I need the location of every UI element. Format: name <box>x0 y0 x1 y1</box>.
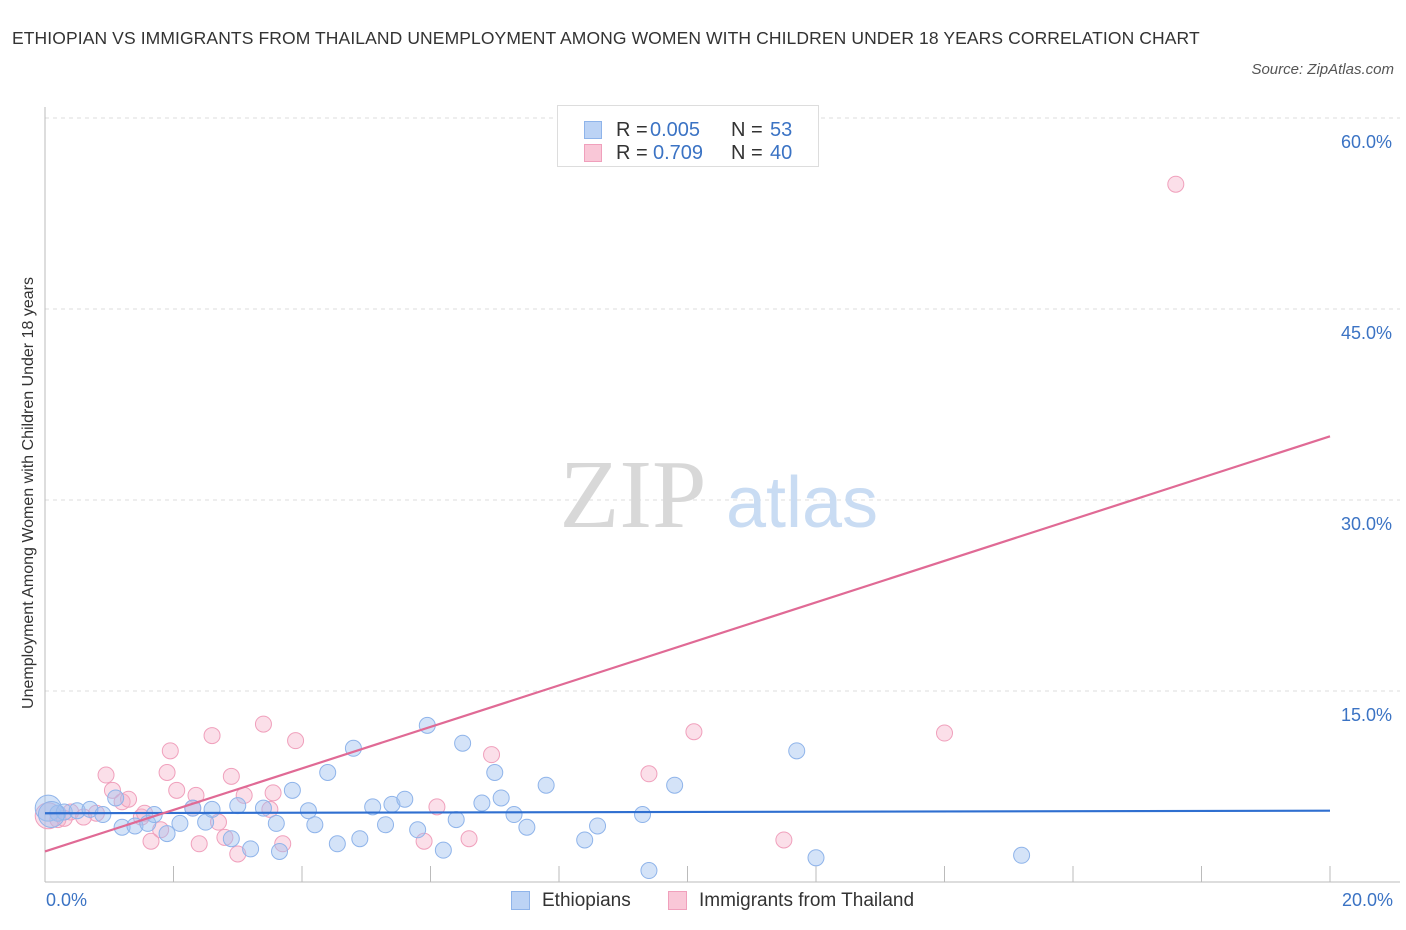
point-thailand <box>222 767 240 785</box>
point-ethiopians <box>377 816 395 834</box>
point-ethiopians <box>319 763 337 781</box>
point-ethiopians <box>267 814 285 832</box>
point-ethiopians <box>640 862 658 880</box>
point-thailand <box>428 798 446 816</box>
point-ethiopians <box>666 776 684 794</box>
point-ethiopians <box>203 800 221 818</box>
point-thailand <box>62 803 80 821</box>
point-ethiopians <box>271 842 289 860</box>
point-ethiopians <box>447 811 465 829</box>
point-ethiopians <box>158 825 176 843</box>
chart-source: Source: ZipAtlas.com <box>1251 61 1394 78</box>
corr-n-label: N = <box>731 119 763 141</box>
point-thailand <box>775 831 793 849</box>
point-thailand <box>203 727 221 745</box>
point-ethiopians <box>242 840 260 858</box>
point-ethiopians <box>351 830 369 848</box>
point-ethiopians <box>283 781 301 799</box>
point-ethiopians <box>634 806 652 824</box>
corr-swatch-pink <box>584 144 602 162</box>
corr-r-label: R = <box>616 119 648 141</box>
point-ethiopians <box>364 798 382 816</box>
point-thailand <box>1167 175 1185 193</box>
trend-line-ethiopians <box>44 809 1331 815</box>
point-ethiopians <box>576 831 594 849</box>
y-tick-label: 60.0% <box>1340 132 1392 152</box>
point-ethiopians <box>171 814 189 832</box>
y-tick-label: 30.0% <box>1340 514 1392 534</box>
legend-swatch-blue <box>511 891 530 910</box>
point-ethiopians <box>37 801 65 829</box>
corr-n-value: 53 <box>770 119 793 141</box>
point-thailand <box>685 723 703 741</box>
legend-swatch-pink <box>668 891 687 910</box>
corr-r-label: R = <box>616 142 648 164</box>
point-ethiopians <box>473 794 491 812</box>
point-ethiopians <box>409 821 427 839</box>
grid-layer <box>45 117 1400 692</box>
watermark-atlas: atlas <box>726 463 878 543</box>
corr-swatch-blue <box>584 121 602 139</box>
point-thailand <box>216 828 234 846</box>
point-ethiopians <box>537 776 555 794</box>
point-thailand <box>229 845 247 863</box>
watermark-zip: ZIP <box>560 441 707 549</box>
point-ethiopians <box>94 806 112 824</box>
point-thailand <box>264 784 282 802</box>
correlation-box: R = 0.005 N = 53 R = 0.709 N = 40 <box>557 105 819 167</box>
point-ethiopians <box>788 742 806 760</box>
point-ethiopians <box>486 763 504 781</box>
point-thailand <box>254 715 272 733</box>
point-thailand <box>483 746 501 764</box>
point-thailand <box>161 742 179 760</box>
point-thailand <box>142 832 160 850</box>
watermark: ZIP atlas <box>560 441 879 549</box>
point-ethiopians <box>1013 846 1031 864</box>
legend-label: Immigrants from Thailand <box>699 890 915 911</box>
corr-r-value: 0.005 <box>650 119 701 141</box>
point-ethiopians <box>306 816 324 834</box>
point-thailand <box>34 802 62 830</box>
trend-layer <box>44 435 1331 853</box>
point-ethiopians <box>396 790 414 808</box>
corr-n-value: 40 <box>770 142 793 164</box>
point-ethiopians <box>807 849 825 867</box>
point-thailand <box>640 765 658 783</box>
series-layer <box>34 175 1185 880</box>
point-thailand <box>97 766 115 784</box>
x-tick-label-max: 20.0% <box>1341 890 1393 910</box>
point-ethiopians <box>492 789 510 807</box>
point-thailand <box>190 835 208 853</box>
point-thailand <box>460 830 478 848</box>
trend-line-thailand <box>44 435 1331 853</box>
point-thailand <box>168 781 186 799</box>
point-ethiopians <box>589 817 607 835</box>
x-tick-label-min: 0.0% <box>46 890 88 910</box>
legend-label: Ethiopians <box>542 890 631 911</box>
point-thailand <box>936 724 953 742</box>
point-ethiopians <box>222 830 240 848</box>
point-thailand <box>158 763 176 781</box>
point-ethiopians <box>505 806 523 824</box>
point-thailand <box>287 732 305 750</box>
corr-n-label: N = <box>731 142 763 164</box>
chart-title: ETHIOPIAN VS IMMIGRANTS FROM THAILAND UN… <box>12 28 1200 48</box>
point-ethiopians <box>434 841 452 859</box>
y-tick-label: 45.0% <box>1340 323 1392 343</box>
point-ethiopians <box>454 734 472 752</box>
point-ethiopians <box>68 802 86 820</box>
point-ethiopians <box>229 797 247 815</box>
y-tick-label: 15.0% <box>1340 705 1392 725</box>
corr-r-value: 0.709 <box>653 142 704 164</box>
point-ethiopians <box>328 835 346 853</box>
axis-layer <box>44 107 1400 883</box>
point-ethiopians <box>518 818 536 836</box>
point-thailand <box>120 790 138 808</box>
point-ethiopians <box>299 802 317 820</box>
point-ethiopians <box>107 789 125 807</box>
